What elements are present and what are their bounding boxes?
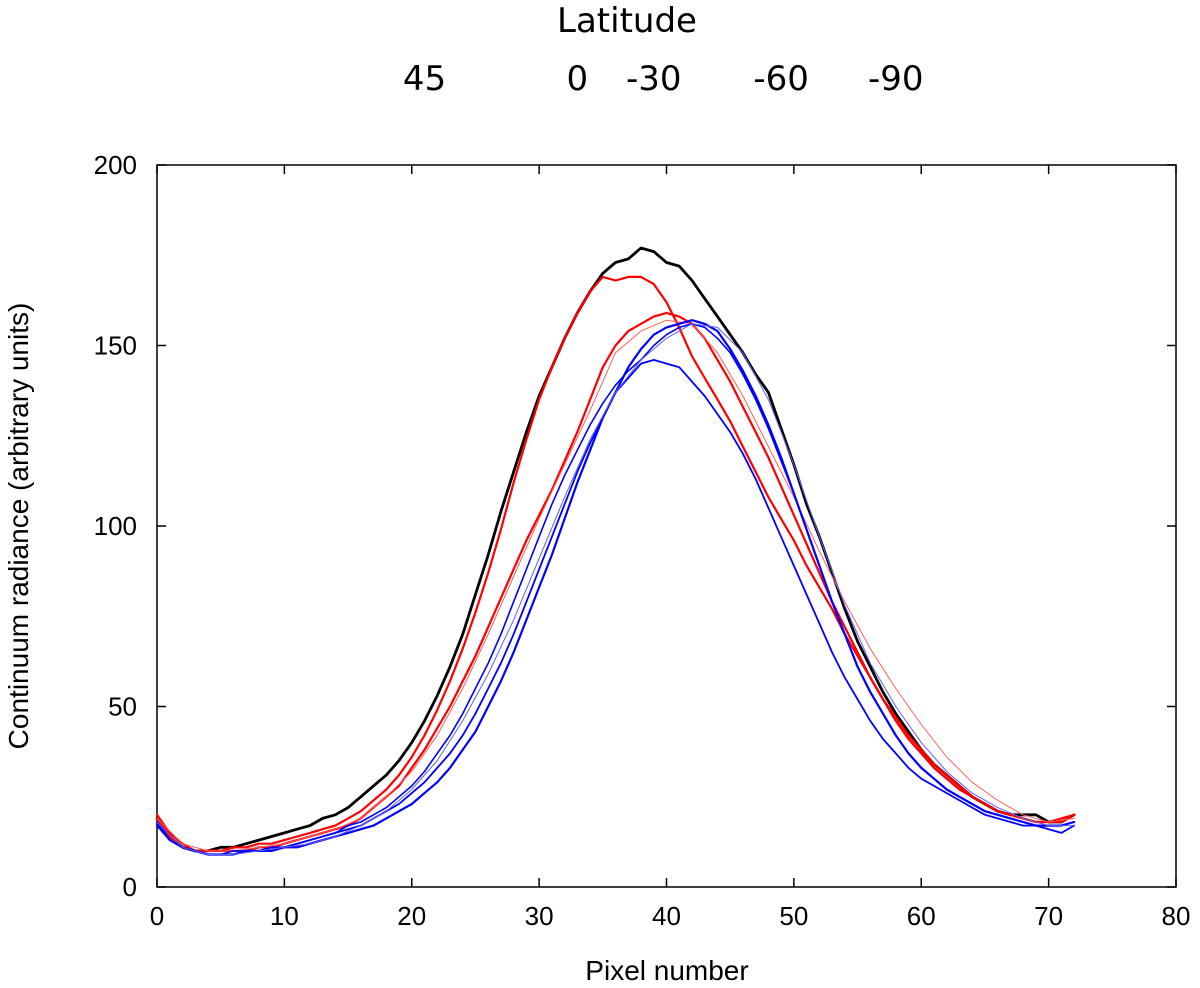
series-layer [155, 246, 1076, 856]
x-tick-label: 80 [1162, 901, 1191, 931]
y-tick-label: 150 [94, 331, 137, 361]
series-line-red-upper [155, 275, 1076, 853]
y-tick-label: 100 [94, 511, 137, 541]
series-line-blue-a [155, 319, 1076, 856]
series-line-red-thin [156, 319, 1075, 852]
x-tick-label: 10 [270, 901, 299, 931]
latitude-tick-label: 45 [403, 59, 446, 99]
x-tick-label: 20 [397, 901, 426, 931]
x-tick-label: 60 [907, 901, 936, 931]
y-tick-label: 0 [123, 872, 137, 902]
series-line-blue-c [156, 322, 1075, 856]
x-tick-label: 40 [652, 901, 681, 931]
latitude-tick-label: -90 [868, 59, 924, 99]
latitude-tick-label: -60 [753, 59, 809, 99]
series-line-blue-thin [156, 323, 1075, 855]
latitude-tick-label: -30 [626, 59, 682, 99]
x-tick-label: 50 [779, 901, 808, 931]
plot-frame [156, 164, 1177, 888]
y-axis-label: Continuum radiance (arbitrary units) [3, 303, 34, 750]
top-axis: Latitude 45 0 -30 -60 -90 [403, 1, 924, 99]
y-tick-label: 200 [94, 150, 137, 180]
x-tick-label: 30 [525, 901, 554, 931]
x-tick-label: 70 [1034, 901, 1063, 931]
latitude-tick-label: 0 [567, 59, 589, 99]
x-tick-label: 0 [150, 901, 164, 931]
x-axis-label: Pixel number [585, 955, 748, 986]
y-tick-label: 50 [108, 692, 137, 722]
top-axis-title: Latitude [557, 1, 697, 41]
